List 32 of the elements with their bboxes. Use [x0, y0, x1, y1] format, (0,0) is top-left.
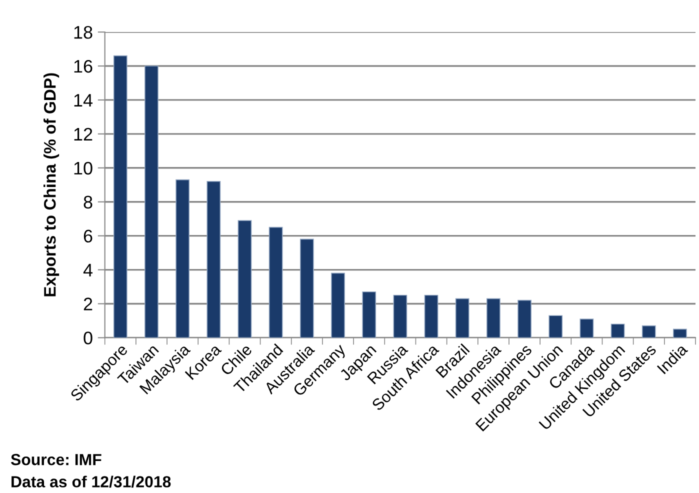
bar: [206, 181, 221, 338]
y-tick-label: 14: [74, 94, 93, 107]
bar: [238, 220, 252, 338]
bar: [144, 66, 158, 338]
bar: [673, 328, 687, 338]
y-tick-label: 6: [84, 230, 92, 243]
bar: [176, 179, 190, 338]
bar: [424, 294, 438, 338]
bar: [331, 272, 345, 338]
bar: [548, 315, 563, 338]
bar: [362, 291, 376, 338]
y-tick-label: 8: [84, 196, 92, 209]
y-tick-label: 16: [74, 60, 92, 73]
bar: [300, 238, 314, 338]
text: Data as of 12/31/2018: [12, 476, 171, 488]
y-tick-label: 4: [83, 264, 93, 276]
bar: [455, 298, 470, 338]
source-note: Source: IMF: [10, 454, 102, 466]
bar: [518, 300, 532, 338]
y-tick-label: 12: [74, 128, 92, 140]
bar: [580, 318, 594, 338]
bar: [486, 298, 500, 338]
y-tick-label: 2: [84, 298, 92, 310]
bar: [642, 325, 656, 338]
y-tick-label: 0: [84, 332, 92, 344]
bar: [113, 55, 128, 338]
bar: [393, 294, 408, 338]
y-tick-label: 18: [74, 26, 92, 39]
bar: [610, 324, 625, 338]
y-tick-label: 10: [74, 162, 92, 175]
y-axis-title: Exports to China (% of GDP): [44, 73, 60, 296]
bar: [268, 226, 283, 338]
